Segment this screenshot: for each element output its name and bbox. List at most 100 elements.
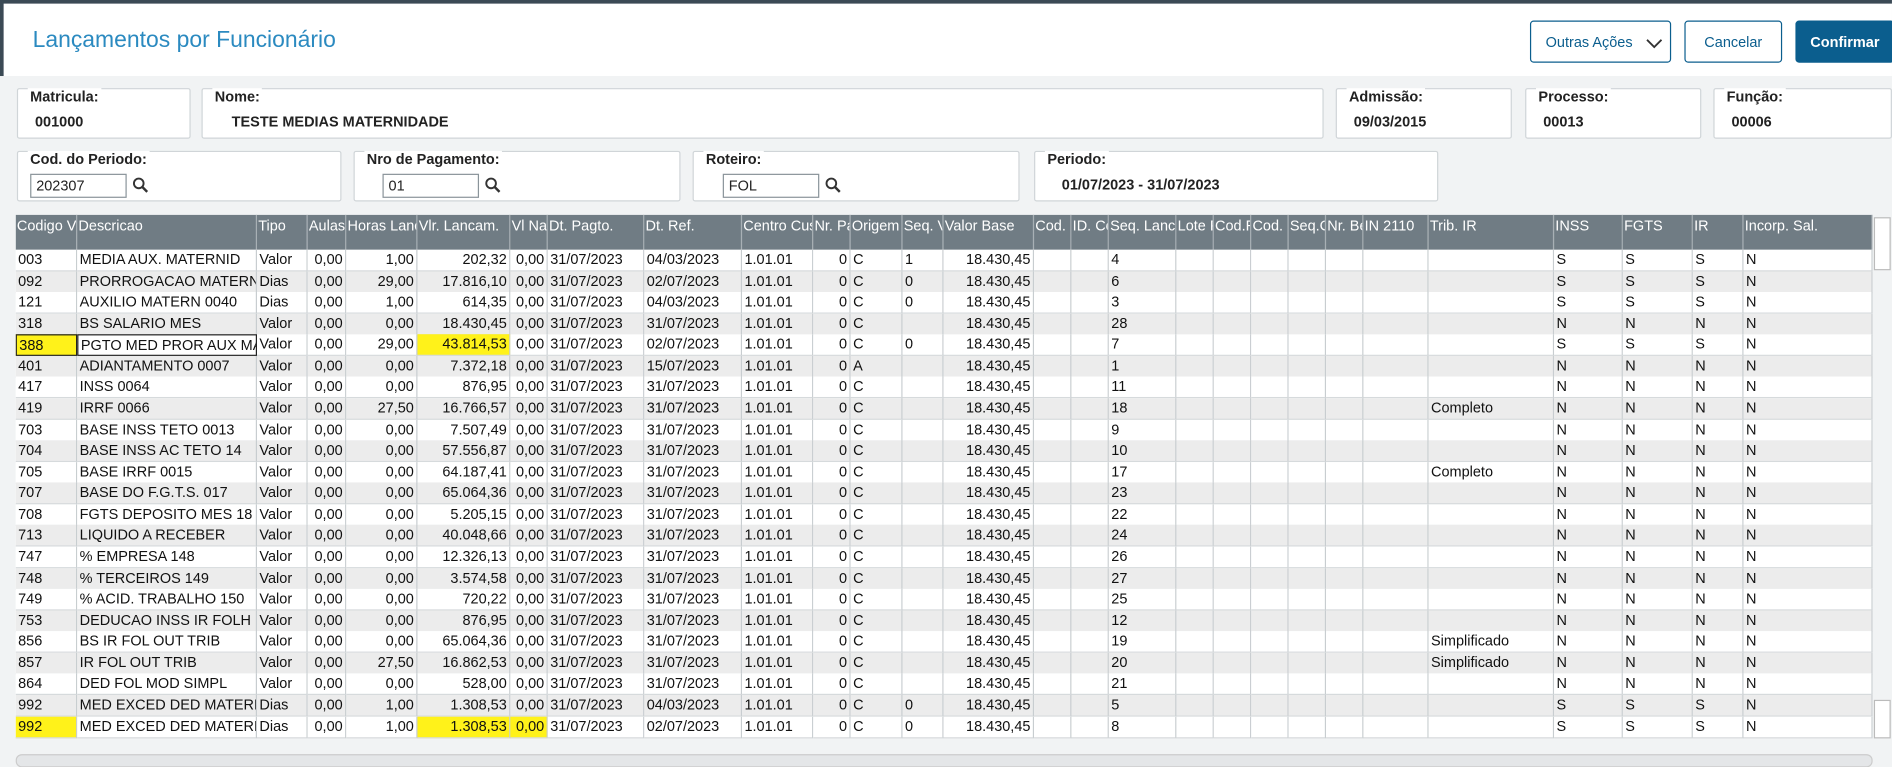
cell: N [1692, 673, 1744, 696]
cell: 0,00 [346, 504, 418, 526]
cell[interactable]: 992 [15, 716, 78, 738]
cell [1071, 398, 1109, 420]
cell[interactable]: 318 [15, 313, 78, 336]
cell [1428, 504, 1555, 526]
column-header: Dt. Pagto. [547, 214, 645, 250]
cell[interactable]: 707 [15, 482, 78, 505]
column-header: Horas Lanc [346, 214, 418, 250]
cell: 1 [902, 249, 944, 272]
cell: 0,00 [346, 313, 418, 336]
scroll-buttons[interactable] [1873, 217, 1891, 271]
cell: 18.430,45 [943, 249, 1035, 272]
cell: Valor [257, 376, 308, 399]
cell: 18.430,45 [943, 292, 1035, 314]
column-header: INSS [1554, 214, 1623, 250]
field-label: Nome: [212, 88, 263, 105]
cell [1326, 419, 1364, 442]
cell [1288, 249, 1327, 272]
cell[interactable]: 705 [15, 461, 78, 484]
cell [1428, 673, 1555, 696]
cell [1176, 419, 1214, 442]
button[interactable]: Outras Ações [1529, 20, 1672, 63]
cell[interactable]: 419 [15, 398, 78, 420]
cell [1288, 313, 1327, 336]
cell: N [1743, 398, 1873, 420]
cell[interactable]: 747 [15, 546, 78, 569]
button[interactable]: Confirmar [1795, 20, 1892, 63]
cell: 31/07/2023 [644, 504, 743, 526]
cell [1034, 334, 1072, 357]
cell: 0 [813, 398, 851, 420]
cell[interactable]: 708 [15, 504, 78, 526]
column-header: Cod.R [1213, 214, 1252, 250]
cell [1288, 546, 1327, 569]
horizontal-scrollbar[interactable] [15, 754, 1873, 767]
cell[interactable]: 749 [15, 588, 78, 611]
cell[interactable]: 401 [15, 355, 78, 378]
cell: 1.01.01 [742, 376, 814, 399]
cell [1176, 716, 1214, 738]
column-header: Seq. V [902, 214, 944, 250]
cell: 31/07/2023 [644, 419, 743, 442]
cell: 18.430,45 [943, 504, 1035, 526]
cell[interactable]: 417 [15, 376, 78, 399]
search-icon[interactable] [132, 177, 149, 193]
cell[interactable]: 857 [15, 652, 78, 675]
cell[interactable]: 003 [15, 249, 78, 272]
cell: Simplificado [1428, 652, 1555, 675]
cell: 0 [813, 525, 851, 548]
scroll-buttons[interactable] [1873, 699, 1891, 739]
cell [1288, 482, 1327, 505]
cell[interactable]: 753 [15, 610, 78, 632]
cell[interactable]: 748 [15, 567, 78, 590]
cell[interactable]: 704 [15, 440, 78, 463]
cell: 31/07/2023 [644, 631, 743, 654]
cell[interactable]: 713 [15, 525, 78, 548]
cell: LIQUIDO A RECEBER [77, 525, 258, 548]
search-icon[interactable] [485, 177, 501, 193]
cell [1251, 610, 1289, 632]
cell [1251, 588, 1289, 611]
chevron-icon [1646, 39, 1663, 49]
field-label: Processo: [1536, 88, 1611, 105]
cell: 0,00 [346, 546, 418, 569]
cell[interactable]: 856 [15, 631, 78, 654]
cell: C [850, 588, 903, 611]
cell[interactable]: 864 [15, 673, 78, 696]
cell[interactable]: 388 [15, 334, 78, 357]
cell: N [1622, 355, 1693, 378]
cell: 31/07/2023 [547, 334, 645, 357]
field-box: Admissão: 09/03/2015 [1335, 88, 1512, 139]
cell[interactable]: 092 [15, 270, 78, 293]
cell: C [850, 610, 903, 632]
cell[interactable]: 703 [15, 419, 78, 442]
cell: 31/07/2023 [547, 398, 645, 420]
search-icon[interactable] [825, 177, 841, 193]
cell: 25 [1108, 588, 1177, 611]
cell [1428, 567, 1555, 590]
button-label: Outras Ações [1545, 33, 1633, 51]
cell[interactable]: 992 [15, 694, 78, 717]
text-input[interactable]: 202307 [30, 173, 127, 198]
cell: N [1692, 546, 1744, 569]
cell: 5 [1108, 694, 1177, 717]
cell: 0,00 [307, 355, 347, 378]
cell: A [850, 355, 903, 378]
cell: 20 [1108, 652, 1177, 675]
text-input[interactable]: FOL [722, 173, 820, 198]
cell [1213, 482, 1252, 505]
cell [1071, 504, 1109, 526]
cell: C [850, 694, 903, 717]
text-input[interactable]: 01 [382, 173, 480, 198]
button[interactable]: Cancelar [1684, 20, 1783, 63]
cell: 0,00 [307, 313, 347, 336]
cell: 31/07/2023 [644, 440, 743, 463]
cell: 18.430,45 [943, 419, 1035, 442]
cell: Valor [257, 610, 308, 632]
cell: 18.430,45 [943, 398, 1035, 420]
cell: N [1743, 525, 1873, 548]
cell: N [1554, 355, 1623, 378]
cell [1288, 694, 1327, 717]
cell: 19 [1108, 631, 1177, 654]
cell[interactable]: 121 [15, 292, 78, 314]
